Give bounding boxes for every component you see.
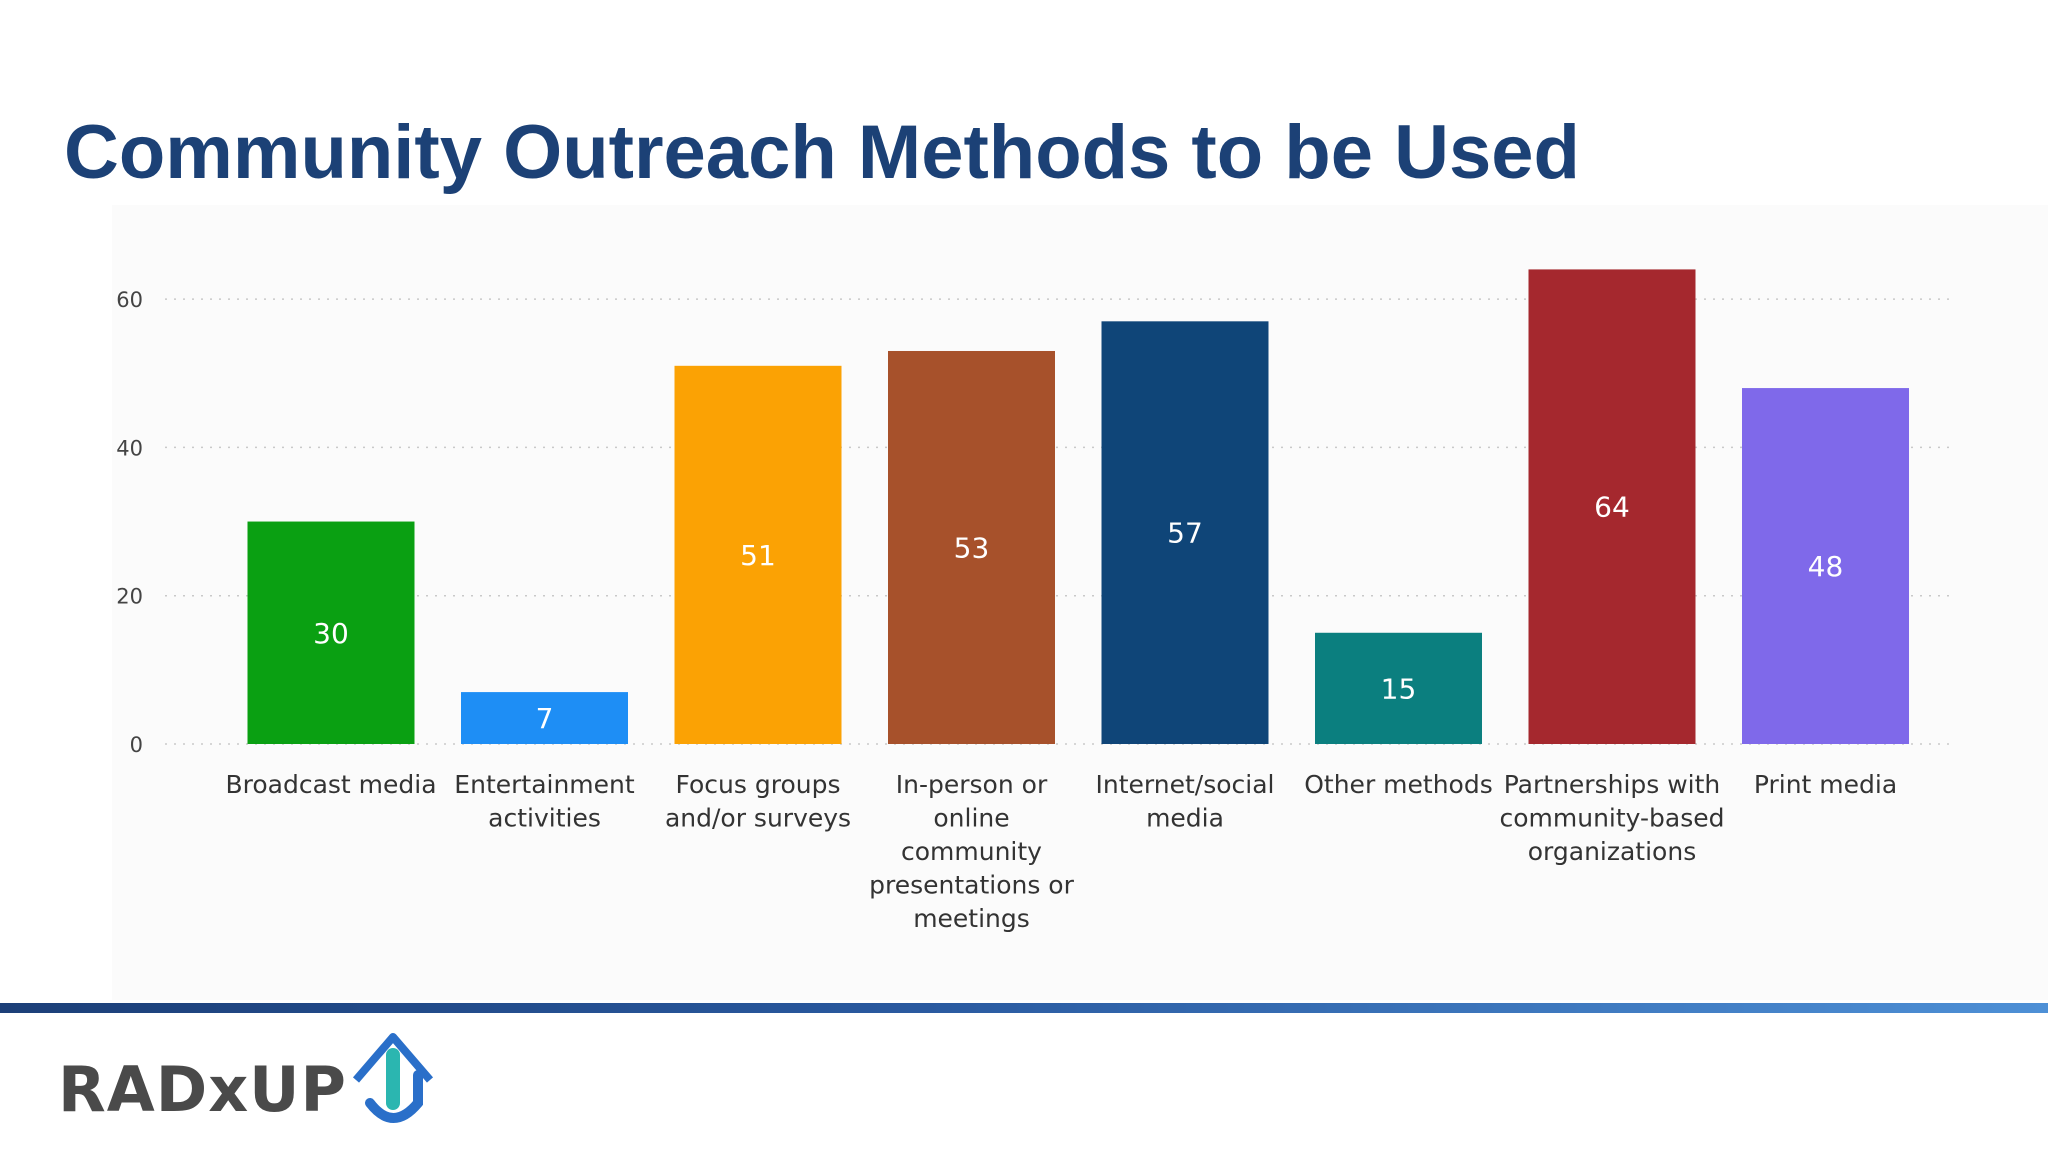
chart-panel: [112, 205, 2048, 1000]
up-arrow-icon: [352, 1033, 434, 1123]
x-axis-category-label: Entertainment activities: [454, 770, 635, 833]
bar-7[interactable]: [1528, 269, 1696, 744]
x-axis-label-line: community-based: [1499, 804, 1724, 833]
x-axis-label-line: presentations or: [869, 871, 1075, 900]
logo-wordmark: RADxUP: [58, 1053, 347, 1126]
y-tick-label: 0: [130, 733, 143, 757]
x-axis-label-line: activities: [488, 804, 601, 833]
x-axis-label-line: media: [1146, 804, 1224, 833]
bar-chart: 0 20 40 60 30 7 51 53 57 15 64 48 Broadcast media E…: [116, 269, 1952, 933]
bar-value-label: 15: [1381, 672, 1417, 705]
x-axis-label-line: Entertainment: [454, 770, 635, 799]
x-axis-label-line: organizations: [1528, 837, 1696, 866]
bar-3[interactable]: [674, 365, 842, 744]
bar-8[interactable]: [1742, 388, 1909, 744]
y-tick-label: 40: [116, 436, 143, 460]
x-axis-category-label: Print media: [1754, 770, 1897, 799]
bar-value-label: 7: [536, 702, 554, 735]
x-axis-category-label: Partnerships with community-based organiza…: [1499, 770, 1724, 866]
x-axis-category-label: Focus groups and/or surveys: [665, 770, 851, 833]
y-axis-ticks: 0 20 40 60: [116, 288, 143, 757]
bar-value-label: 48: [1808, 550, 1844, 583]
bar-value-label: 57: [1167, 517, 1203, 550]
x-axis-label-line: Partnerships with: [1504, 770, 1721, 799]
bar-4[interactable]: [888, 350, 1055, 744]
x-axis-label-line: community: [901, 837, 1042, 866]
bar-value-label: 30: [313, 617, 349, 650]
x-axis-label-line: In-person or: [896, 770, 1048, 799]
bar-value-label: 64: [1594, 491, 1630, 524]
bar-value-label: 51: [740, 539, 776, 572]
x-axis-label-line: Other methods: [1304, 770, 1493, 799]
x-axis-category-label: In-person or online community presentations…: [869, 770, 1075, 933]
x-axis-label-line: Focus groups: [676, 770, 841, 799]
footer-divider: [0, 1003, 2048, 1013]
x-axis-label-line: Broadcast media: [225, 770, 436, 799]
x-axis-label-line: Print media: [1754, 770, 1897, 799]
bar-5[interactable]: [1101, 321, 1269, 744]
bar-value-label: 53: [954, 531, 990, 564]
bar-2[interactable]: [461, 692, 628, 744]
x-axis-category-label: Internet/social media: [1096, 770, 1275, 833]
x-axis-label-line: online: [933, 804, 1009, 833]
radxup-logo: RADxUP: [58, 1025, 438, 1135]
bar-6[interactable]: [1315, 632, 1482, 744]
x-axis-label-line: Internet/social: [1096, 770, 1275, 799]
bar-1[interactable]: [247, 521, 415, 744]
data-labels: 30 7 51 53 57 15 64 48: [313, 491, 1843, 735]
chart-bars: [247, 269, 1909, 744]
x-axis-category-label: Other methods: [1304, 770, 1493, 799]
y-tick-label: 20: [116, 585, 143, 609]
y-tick-label: 60: [116, 288, 143, 312]
x-axis-category-label: Broadcast media: [225, 770, 436, 799]
x-axis-label-line: and/or surveys: [665, 804, 851, 833]
x-axis-label-line: meetings: [913, 904, 1030, 933]
page-title: Community Outreach Methods to be Used: [64, 110, 1580, 195]
x-axis-labels: Broadcast media Entertainment activities Fo…: [225, 770, 1897, 933]
